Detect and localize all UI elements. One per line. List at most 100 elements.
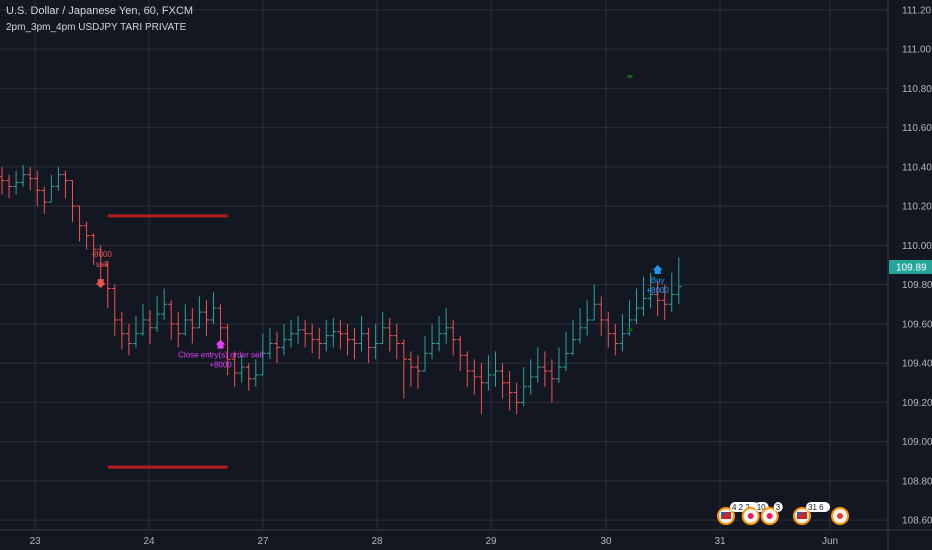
ohlc-bar <box>302 319 309 348</box>
ohlc-bar <box>83 221 90 250</box>
chart-title: U.S. Dollar / Japanese Yen, 60, FXCM <box>6 5 193 17</box>
ohlc-bar <box>668 272 675 313</box>
ohlc-bar <box>429 323 436 360</box>
ohlc-bar <box>330 318 337 348</box>
ohlc-bar <box>34 170 41 207</box>
x-tick-label: 31 <box>714 536 726 547</box>
arrow-down-icon <box>95 279 106 289</box>
target-icon <box>837 513 843 519</box>
ohlc-bar <box>97 245 104 285</box>
annotation-label: sell <box>96 260 108 269</box>
japan-flag-icon <box>747 513 754 519</box>
ohlc-bar <box>577 308 584 344</box>
y-tick-label: 109.00 <box>902 437 932 448</box>
ohlc-bar <box>231 351 238 387</box>
ohlc-bar <box>125 323 132 356</box>
event-badge-flag[interactable]: 31 6 <box>793 502 830 525</box>
ohlc-bar <box>266 327 273 360</box>
ohlc-bar <box>132 316 139 348</box>
us-flag-icon <box>721 512 731 519</box>
ohlc-bar <box>570 319 577 356</box>
ohlc-bar <box>386 318 393 352</box>
ohlc-bar <box>288 319 295 348</box>
ohlc-bar <box>182 304 189 336</box>
ohlc-bar <box>478 363 485 415</box>
ohlc-bar <box>605 312 612 348</box>
ohlc-bar <box>20 164 27 187</box>
badge-count: 10 <box>757 503 766 512</box>
ohlc-bar <box>492 351 499 387</box>
y-tick-label: 109.60 <box>902 319 932 330</box>
y-tick-label: 111.20 <box>902 5 932 16</box>
x-tick-label: 23 <box>29 536 41 547</box>
us-flag-icon <box>797 512 807 519</box>
ohlc-bar <box>450 319 457 356</box>
annotation-label: -8000 <box>91 250 112 259</box>
ohlc-bar <box>118 312 125 350</box>
ohlc-bar <box>372 323 379 360</box>
event-badge-dot[interactable]: 3 <box>760 502 783 525</box>
ohlc-bar <box>62 170 69 199</box>
x-tick-label: 30 <box>600 536 612 547</box>
ohlc-bar <box>104 261 111 309</box>
indicator-label[interactable]: 2pm_3pm_4pm USDJPY TARI PRIVATE <box>6 22 187 33</box>
ohlc-bar <box>436 316 443 352</box>
ohlc-bar <box>414 355 421 389</box>
annotation-buy[interactable]: Buy+8000 <box>646 265 669 295</box>
ohlc-bar <box>90 233 97 265</box>
ohlc-bars <box>0 164 682 415</box>
y-tick-label: 110.20 <box>902 202 932 213</box>
ohlc-bar <box>563 331 569 371</box>
ohlc-bar <box>619 314 626 352</box>
ohlc-bar <box>337 319 344 350</box>
ohlc-bar <box>238 355 245 383</box>
ohlc-bar <box>55 166 62 191</box>
ohlc-bar <box>316 327 323 360</box>
ohlc-bar <box>48 174 55 203</box>
ohlc-bar <box>358 316 365 352</box>
ohlc-bar <box>555 347 562 383</box>
ohlc-bar <box>175 312 182 348</box>
ohlc-bar <box>161 288 168 320</box>
ohlc-bar <box>640 276 647 317</box>
badge-count: 31 6 <box>808 503 824 512</box>
ohlc-bar <box>612 323 619 356</box>
ohlc-bar <box>548 359 555 403</box>
ohlc-bar <box>527 359 534 395</box>
ohlc-bar <box>259 333 266 376</box>
event-badge-target[interactable] <box>831 507 849 525</box>
event-badges[interactable]: 4 2 2 10 3 31 6 <box>717 502 849 525</box>
y-tick-label: 110.00 <box>902 241 932 252</box>
y-tick-label: 110.60 <box>902 123 932 134</box>
time-axis[interactable]: 23 24 27 28 29 30 31 Jun <box>29 536 838 547</box>
annotation-label: +8000 <box>646 286 669 295</box>
marker-dot <box>627 75 633 79</box>
ohlc-bar <box>189 308 196 344</box>
ohlc-bar <box>379 312 386 345</box>
price-axis[interactable]: 111.20 111.00 110.80 110.60 110.40 110.20 110.… <box>889 5 932 527</box>
ohlc-bar <box>224 323 231 375</box>
last-price-tag: 109.89 <box>889 259 932 274</box>
ohlc-bar <box>464 351 471 387</box>
y-tick-label: 110.40 <box>902 162 932 173</box>
annotation-close[interactable]: Close entry(s) order sell+8000 <box>178 339 263 370</box>
ohlc-bar <box>647 272 654 309</box>
arrow-up-icon <box>652 265 663 274</box>
y-tick-label: 109.80 <box>902 280 932 291</box>
ohlc-bar <box>0 166 5 195</box>
x-tick-label: 24 <box>143 536 155 547</box>
y-tick-label: 108.80 <box>902 476 932 487</box>
ohlc-bar <box>485 355 492 391</box>
ohlc-bar <box>295 316 302 344</box>
ohlc-bar <box>281 323 287 356</box>
ohlc-bar <box>591 284 598 321</box>
y-tick-label: 108.60 <box>902 516 932 527</box>
ohlc-bar <box>111 284 118 336</box>
ohlc-bar <box>140 304 146 336</box>
ohlc-bar <box>41 186 48 214</box>
ohlc-bar <box>154 296 161 332</box>
ohlc-bar <box>252 359 259 387</box>
